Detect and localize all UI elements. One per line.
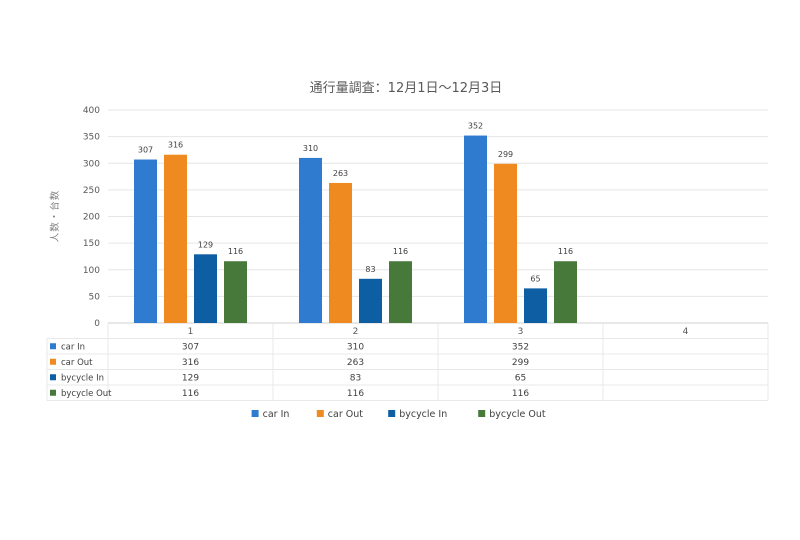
table-legend-key (50, 343, 56, 350)
data-labels: 307 316 129 116 310 263 83 116 352 299 65 116 (138, 122, 573, 284)
table-row-label: car Out (61, 358, 93, 368)
data-label: 299 (498, 150, 513, 159)
bar (224, 261, 247, 323)
x-tick-label: 4 (683, 327, 689, 337)
x-tick-label: 2 (353, 327, 359, 337)
bar (524, 288, 547, 323)
data-label: 263 (333, 169, 348, 178)
table-cell: 299 (512, 358, 529, 368)
bar (389, 261, 412, 323)
chart-title: 通行量調査：12月1日〜12月3日 (310, 81, 503, 96)
legend-key (388, 410, 396, 417)
data-table: 1 2 3 4 car In 307 310 352 car Out 316 263 299 bycyc… (46, 323, 769, 401)
y-tick-label: 150 (83, 239, 100, 249)
bar (299, 157, 322, 323)
table-legend-key (50, 374, 56, 381)
y-tick-label: 400 (83, 106, 100, 116)
table-cell: 116 (347, 389, 364, 399)
bar (134, 159, 157, 323)
y-tick-labels: 0 50 100 150 200 250 300 350 400 (83, 106, 100, 329)
table-cell: 307 (182, 342, 199, 352)
bar (164, 154, 187, 323)
legend-key (251, 410, 259, 417)
bar (494, 163, 517, 323)
legend-key (478, 410, 486, 417)
table-cell: 116 (512, 389, 529, 399)
data-label: 116 (228, 247, 243, 256)
bar (464, 135, 487, 323)
table-cell: 83 (350, 373, 361, 383)
data-label: 310 (303, 144, 318, 153)
table-cell: 129 (182, 373, 199, 383)
legend: car In car Out bycycle In bycycle Out (251, 409, 546, 420)
table-legend-key (50, 358, 56, 365)
data-label: 129 (198, 240, 213, 249)
data-label: 116 (393, 247, 408, 256)
table-cell: 352 (512, 342, 529, 352)
bar (329, 182, 352, 323)
data-label: 116 (558, 247, 573, 256)
legend-item: bycycle In (399, 409, 447, 420)
bar (359, 278, 382, 323)
y-tick-label: 350 (83, 133, 100, 143)
legend-item: car Out (328, 409, 363, 420)
data-label: 65 (530, 274, 540, 283)
table-legend-key (50, 389, 56, 396)
table-cell: 65 (515, 373, 526, 383)
x-tick-label: 3 (518, 327, 524, 337)
legend-item: car In (263, 409, 290, 420)
table-cell: 310 (347, 342, 364, 352)
table-cell: 263 (347, 358, 364, 368)
data-label: 352 (468, 122, 483, 131)
data-label: 307 (138, 146, 153, 155)
bars (134, 135, 577, 323)
legend-item: bycycle Out (489, 409, 546, 420)
table-row-label: bycycle In (61, 373, 104, 383)
y-tick-label: 300 (83, 159, 100, 169)
data-label: 83 (365, 265, 375, 274)
y-tick-label: 250 (83, 186, 100, 196)
table-row-label: bycycle Out (61, 389, 112, 399)
y-tick-label: 0 (94, 319, 100, 329)
bar (554, 261, 577, 323)
bar (194, 254, 217, 323)
x-tick-label: 1 (188, 327, 194, 337)
legend-key (316, 410, 324, 417)
y-tick-label: 50 (89, 292, 101, 302)
y-axis-label: 人数・台数 (49, 190, 61, 243)
table-row-label: car In (61, 342, 85, 352)
y-tick-label: 200 (83, 213, 100, 223)
data-label: 316 (168, 141, 183, 150)
table-cell: 316 (182, 358, 199, 368)
table-cell: 116 (182, 389, 199, 399)
y-tick-label: 100 (83, 266, 100, 276)
